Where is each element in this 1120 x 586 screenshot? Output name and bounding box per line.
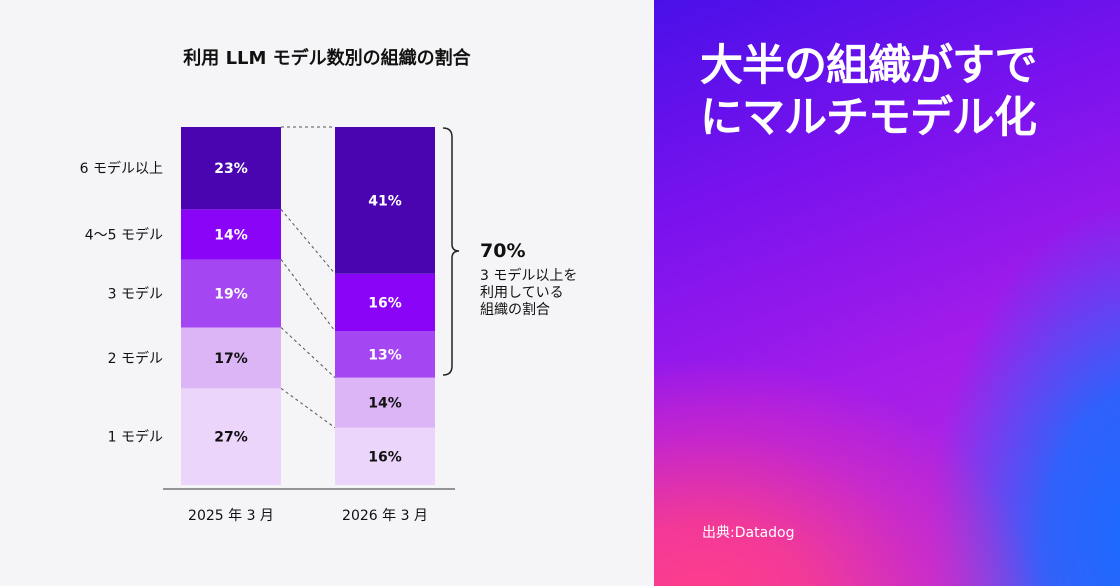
connector-line (280, 259, 336, 332)
bars-group: 27% 17% 19% 14% 23% 16% 14% 13% 16% 41% (181, 127, 435, 485)
data-label: 23% (214, 161, 248, 177)
category-label: 2025 年 3 月 (188, 508, 274, 524)
series-label: 4〜5 モデル (85, 226, 163, 243)
headline-line-1: 大半の組織がすで (700, 41, 1037, 91)
bar-segment (181, 209, 281, 260)
chart-title: 利用 LLM モデル数別の組織の割合 (183, 47, 471, 69)
bar-segment (335, 427, 435, 485)
bar-segment (181, 127, 281, 210)
headline-line-2: にマルチモデル化 (700, 93, 1037, 143)
connector-line (280, 209, 336, 275)
headline: 大半の組織がすで にマルチモデル化 (700, 40, 1100, 144)
bar-segment (335, 377, 435, 428)
data-label: 41% (368, 193, 402, 209)
series-label: 3 モデル (108, 285, 163, 302)
annotation-value: 70% (480, 240, 525, 262)
category-labels: 2025 年 3 月 2026 年 3 月 (188, 508, 428, 524)
connector-lines (280, 126, 336, 429)
source-credit: 出典:Datadog (702, 525, 795, 541)
annotation-line-3: 組織の割合 (480, 301, 550, 318)
bar-segment (335, 127, 435, 274)
bar-segment (181, 327, 281, 389)
bracket (442, 127, 460, 376)
series-label: 1 モデル (108, 429, 163, 446)
data-label: 19% (214, 286, 248, 302)
data-label: 13% (368, 347, 402, 363)
bar-segment (181, 259, 281, 328)
connector-line (280, 387, 336, 429)
chart-panel: 利用 LLM モデル数別の組織の割合 27% 17% 19% 14% 23% 16% 14%… (79, 47, 578, 524)
bar-segment (335, 331, 435, 378)
annotation-line-1: 3 モデル以上を (480, 267, 577, 284)
headline-panel: 大半の組織がすで にマルチモデル化 出典:Datadog (654, 0, 1120, 586)
data-label: 16% (368, 295, 402, 311)
series-label: 6 モデル以上 (80, 160, 163, 177)
data-label: 14% (214, 227, 248, 243)
category-label: 2026 年 3 月 (342, 508, 428, 524)
data-label: 14% (368, 396, 402, 412)
data-label: 27% (214, 430, 248, 446)
stacked-bar-chart: 利用 LLM モデル数別の組織の割合 27% 17% 19% 14% 23% 16% 14%… (80, 47, 578, 524)
bar-segment (335, 273, 435, 332)
connector-line (280, 327, 336, 378)
legend-labels: 1 モデル 2 モデル 3 モデル 4〜5 モデル 6 モデル以上 (80, 160, 163, 446)
data-label: 17% (214, 351, 248, 367)
series-label: 2 モデル (108, 350, 163, 367)
data-label: 16% (368, 449, 402, 465)
bar-segment (181, 388, 281, 485)
annotation-line-2: 利用している (480, 285, 564, 301)
